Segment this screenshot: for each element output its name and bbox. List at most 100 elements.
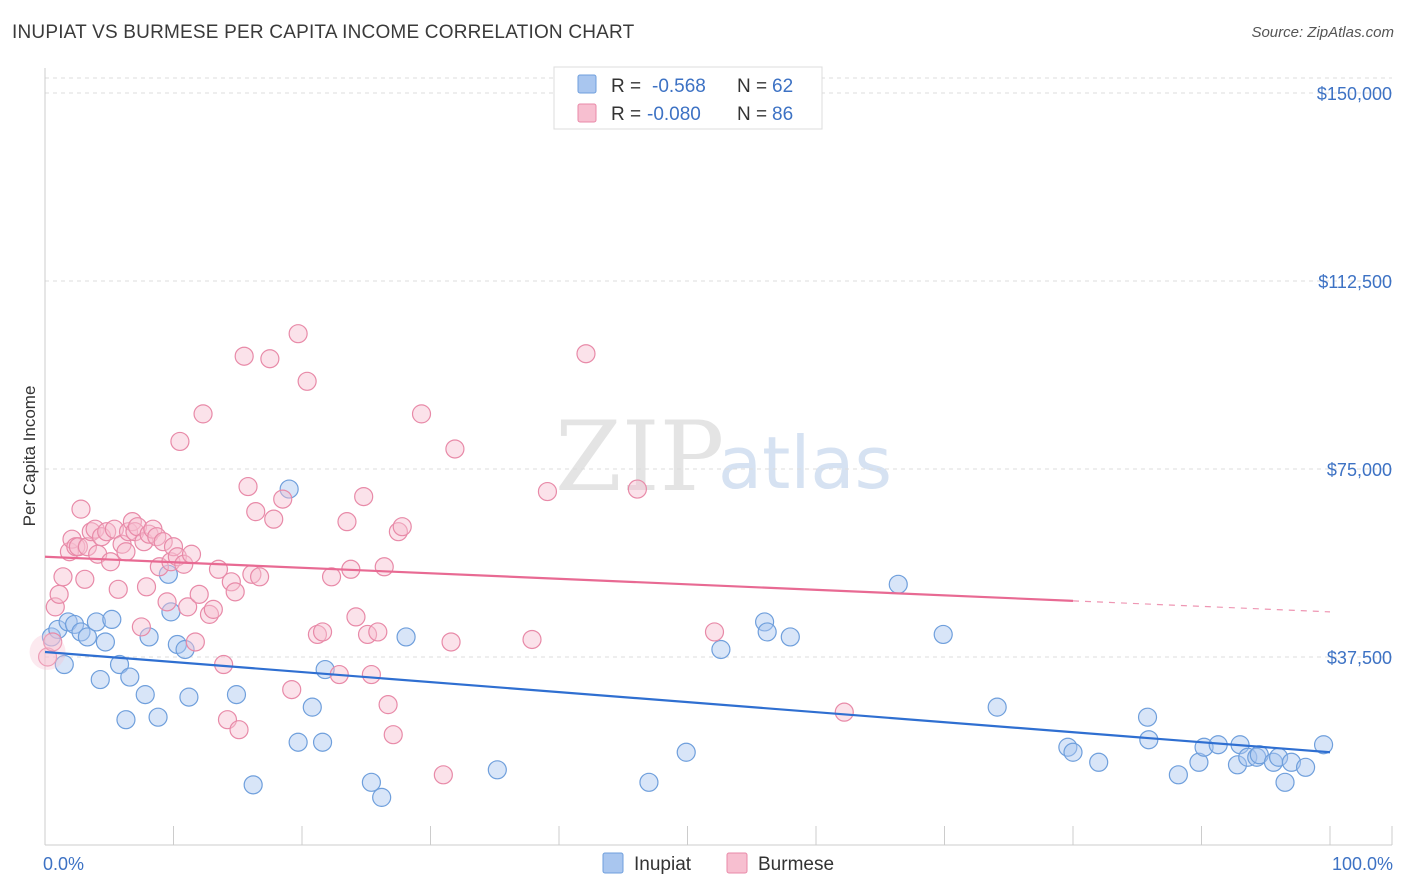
data-point-inupiat xyxy=(90,669,110,690)
data-point-inupiat xyxy=(312,732,333,752)
data-point-inupiat xyxy=(288,732,308,752)
data-point-burmese xyxy=(392,517,412,537)
data-point-burmese xyxy=(153,532,173,552)
data-point-burmese xyxy=(374,557,394,577)
chart-title: INUPIAT VS BURMESE PER CAPITA INCOME COR… xyxy=(12,22,635,43)
data-point-inupiat xyxy=(77,627,98,647)
trend-line-inupiat xyxy=(44,650,1331,754)
data-point-burmese xyxy=(108,579,128,599)
data-point-burmese xyxy=(834,702,854,722)
bottom-legend-swatch-inupiat xyxy=(602,852,624,874)
data-point-inupiat xyxy=(1275,772,1295,792)
data-point-burmese xyxy=(116,542,136,562)
data-point-burmese xyxy=(378,695,398,715)
data-point-inupiat xyxy=(54,654,74,675)
data-point-burmese xyxy=(441,632,461,652)
data-point-burmese xyxy=(383,725,403,745)
data-point-burmese xyxy=(45,597,65,617)
top-legend-box xyxy=(553,66,823,130)
data-point-inupiat xyxy=(279,479,299,499)
data-point-burmese xyxy=(189,584,209,604)
data-point-burmese xyxy=(337,512,357,532)
trend-lines xyxy=(44,555,1331,754)
data-point-inupiat xyxy=(1295,757,1316,777)
data-point-burmese xyxy=(238,476,258,497)
y-tick-label: $150,000 xyxy=(1317,84,1392,104)
watermark-zip: ZIP xyxy=(555,401,724,513)
data-point-inupiat xyxy=(135,685,155,705)
data-point-burmese xyxy=(312,622,333,642)
data-point-inupiat xyxy=(987,697,1007,717)
data-points xyxy=(29,324,1334,807)
legend-r-value-burmese: -0.080 xyxy=(647,104,701,125)
data-point-inupiat xyxy=(1189,752,1209,772)
data-point-burmese xyxy=(147,527,167,547)
data-point-burmese xyxy=(288,324,308,344)
data-point-burmese xyxy=(178,597,198,617)
data-point-burmese xyxy=(249,567,270,587)
data-point-burmese xyxy=(704,622,725,642)
y-axis-label: Per Capita Income xyxy=(20,386,39,527)
data-point-inupiat xyxy=(1281,752,1302,772)
data-point-inupiat xyxy=(1227,755,1248,775)
data-point-inupiat xyxy=(95,632,115,652)
data-point-inupiat xyxy=(139,627,159,647)
data-point-inupiat xyxy=(226,685,247,705)
data-point-burmese xyxy=(368,622,388,642)
data-point-burmese xyxy=(104,519,124,539)
data-point-burmese xyxy=(181,544,202,564)
legend-r-value-inupiat: -0.568 xyxy=(652,76,706,97)
axes xyxy=(44,68,1393,846)
data-point-burmese xyxy=(297,371,317,391)
data-point-inupiat xyxy=(372,787,392,807)
legend-r-label-burmese: R = xyxy=(611,104,641,125)
data-point-burmese xyxy=(163,537,184,557)
data-point-inupiat xyxy=(1313,735,1334,755)
y-tick-labels: $37,500 $75,000 $112,500 $150,000 xyxy=(1317,84,1392,668)
legend-n-label-burmese: N = xyxy=(737,104,767,125)
legend-swatch-burmese xyxy=(577,103,597,123)
data-point-burmese xyxy=(433,765,453,785)
data-point-inupiat xyxy=(64,614,85,635)
data-point-burmese xyxy=(411,404,432,424)
data-point-burmese xyxy=(75,569,95,589)
data-point-burmese xyxy=(537,481,558,502)
data-point-inupiat xyxy=(302,697,322,717)
data-point-inupiat xyxy=(86,612,107,632)
data-point-burmese xyxy=(77,537,98,557)
data-point-burmese xyxy=(282,679,302,700)
data-point-inupiat xyxy=(888,574,908,594)
data-point-inupiat xyxy=(148,707,168,727)
data-point-burmese xyxy=(53,567,73,587)
data-point-burmese xyxy=(43,632,63,652)
data-point-burmese xyxy=(246,502,266,522)
data-point-burmese xyxy=(71,499,91,519)
data-point-burmese xyxy=(361,664,381,685)
data-point-burmese xyxy=(131,617,151,637)
data-point-inupiat xyxy=(71,622,91,642)
data-point-inupiat xyxy=(116,710,136,730)
trend-line-burmese xyxy=(44,555,1074,602)
data-point-inupiat xyxy=(639,772,659,792)
data-point-inupiat xyxy=(179,687,199,707)
bottom-legend-label-burmese: Burmese xyxy=(758,854,834,875)
data-point-inupiat xyxy=(396,627,416,647)
bottom-legend-label-inupiat: Inupiat xyxy=(634,854,692,875)
data-point-burmese xyxy=(49,584,69,604)
data-point-burmese xyxy=(170,431,190,452)
data-point-inupiat xyxy=(361,772,381,792)
y-tick-label: $75,000 xyxy=(1327,460,1392,480)
data-point-burmese xyxy=(100,552,121,572)
data-point-burmese xyxy=(346,607,366,627)
trend-line-extension-burmese xyxy=(1072,600,1331,613)
legend-r-label-inupiat: R = xyxy=(611,76,641,97)
series-burmese xyxy=(37,324,854,785)
data-point-burmese xyxy=(221,572,241,592)
data-point-inupiat xyxy=(1168,765,1188,785)
data-point-burmese xyxy=(193,404,213,424)
data-point-inupiat xyxy=(933,624,953,645)
data-point-burmese xyxy=(157,592,177,612)
data-point-burmese xyxy=(354,486,374,507)
data-point-inupiat xyxy=(1089,752,1109,772)
data-point-burmese xyxy=(627,479,647,499)
